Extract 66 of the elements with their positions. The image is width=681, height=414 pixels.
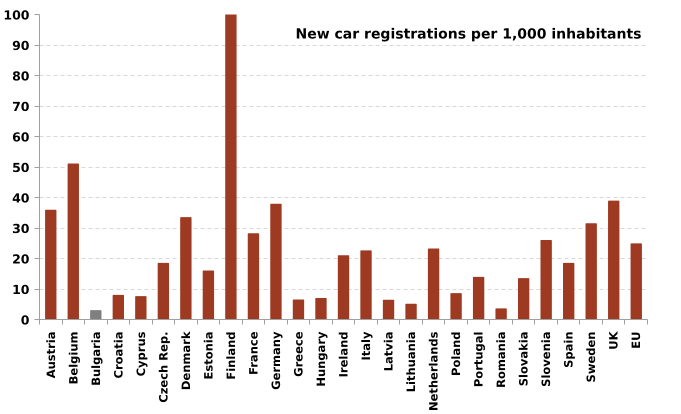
bar bbox=[630, 243, 642, 320]
x-tick-label: Sweden bbox=[584, 331, 598, 382]
bar bbox=[45, 210, 56, 320]
y-tick-label: 0 bbox=[20, 312, 30, 328]
y-tick-label: 90 bbox=[12, 38, 30, 53]
x-tick-label: Denmark bbox=[178, 331, 193, 390]
bar bbox=[338, 255, 350, 320]
x-tick-label: Romania bbox=[494, 332, 508, 388]
x-tick-label: Poland bbox=[449, 331, 464, 376]
y-tick-label: 80 bbox=[12, 68, 30, 84]
x-tick-label: Austria bbox=[44, 331, 58, 378]
x-tick-label: Portugal bbox=[472, 331, 486, 388]
bar bbox=[540, 240, 552, 320]
text: New car registrations per 1,000 inhabitants bbox=[295, 26, 642, 42]
x-tick-label: Netherlands bbox=[426, 331, 441, 412]
bar bbox=[158, 262, 170, 320]
y-tick-label: 100 bbox=[3, 8, 30, 22]
x-tick-label: Slovenia bbox=[539, 332, 554, 387]
x-tick-label: Cyprus bbox=[134, 331, 148, 376]
x-tick-label: Germany bbox=[268, 330, 283, 390]
bar bbox=[495, 308, 507, 320]
bar bbox=[472, 276, 484, 320]
x-tick-label: Ireland bbox=[336, 331, 350, 378]
y-tick-label: 10 bbox=[12, 282, 30, 297]
y-tick-label: 30 bbox=[12, 221, 30, 236]
x-tick-label: Spain bbox=[562, 331, 576, 368]
bar bbox=[180, 217, 192, 320]
bar bbox=[202, 270, 214, 320]
x-tick-label: Estonia bbox=[201, 331, 216, 380]
x-tick-label: Lithuania bbox=[404, 331, 418, 392]
x-tick-label: Croatia bbox=[111, 331, 126, 378]
bar bbox=[608, 200, 620, 320]
x-tick-label: Hungary bbox=[314, 330, 328, 387]
bar bbox=[68, 163, 79, 320]
bar bbox=[518, 278, 530, 320]
bar bbox=[90, 310, 102, 320]
bar bbox=[270, 204, 282, 320]
y-tick-label: 50 bbox=[12, 160, 30, 175]
y-tick-label: 20 bbox=[12, 252, 30, 266]
bar bbox=[248, 233, 260, 320]
x-tick-label: Slovakia bbox=[516, 331, 531, 386]
bar bbox=[586, 223, 597, 320]
bar bbox=[405, 304, 417, 320]
bar bbox=[360, 250, 372, 320]
x-tick-label: UK bbox=[606, 330, 621, 350]
x-tick-label: Finland bbox=[224, 331, 238, 380]
bar bbox=[428, 248, 440, 320]
y-tick-label: 40 bbox=[12, 190, 30, 206]
x-tick-label: Czech Rep. bbox=[156, 331, 170, 403]
y-tick-label: 70 bbox=[12, 99, 30, 114]
bar bbox=[450, 293, 462, 320]
bar bbox=[112, 294, 124, 320]
bar bbox=[225, 14, 237, 320]
bar bbox=[382, 300, 394, 320]
x-tick-label: Belgium bbox=[66, 331, 80, 384]
bar bbox=[563, 262, 574, 320]
bar bbox=[135, 296, 147, 320]
y-tick-label: 60 bbox=[12, 130, 30, 144]
x-tick-label: France bbox=[246, 331, 260, 375]
x-tick-label: Bulgaria bbox=[88, 331, 103, 386]
x-tick-label: Greece bbox=[291, 331, 306, 377]
bar bbox=[315, 298, 327, 320]
x-tick-label: Latvia bbox=[382, 331, 396, 372]
bar bbox=[292, 299, 304, 320]
x-tick-label: EU bbox=[629, 331, 644, 349]
x-tick-label: Italy bbox=[359, 330, 374, 360]
